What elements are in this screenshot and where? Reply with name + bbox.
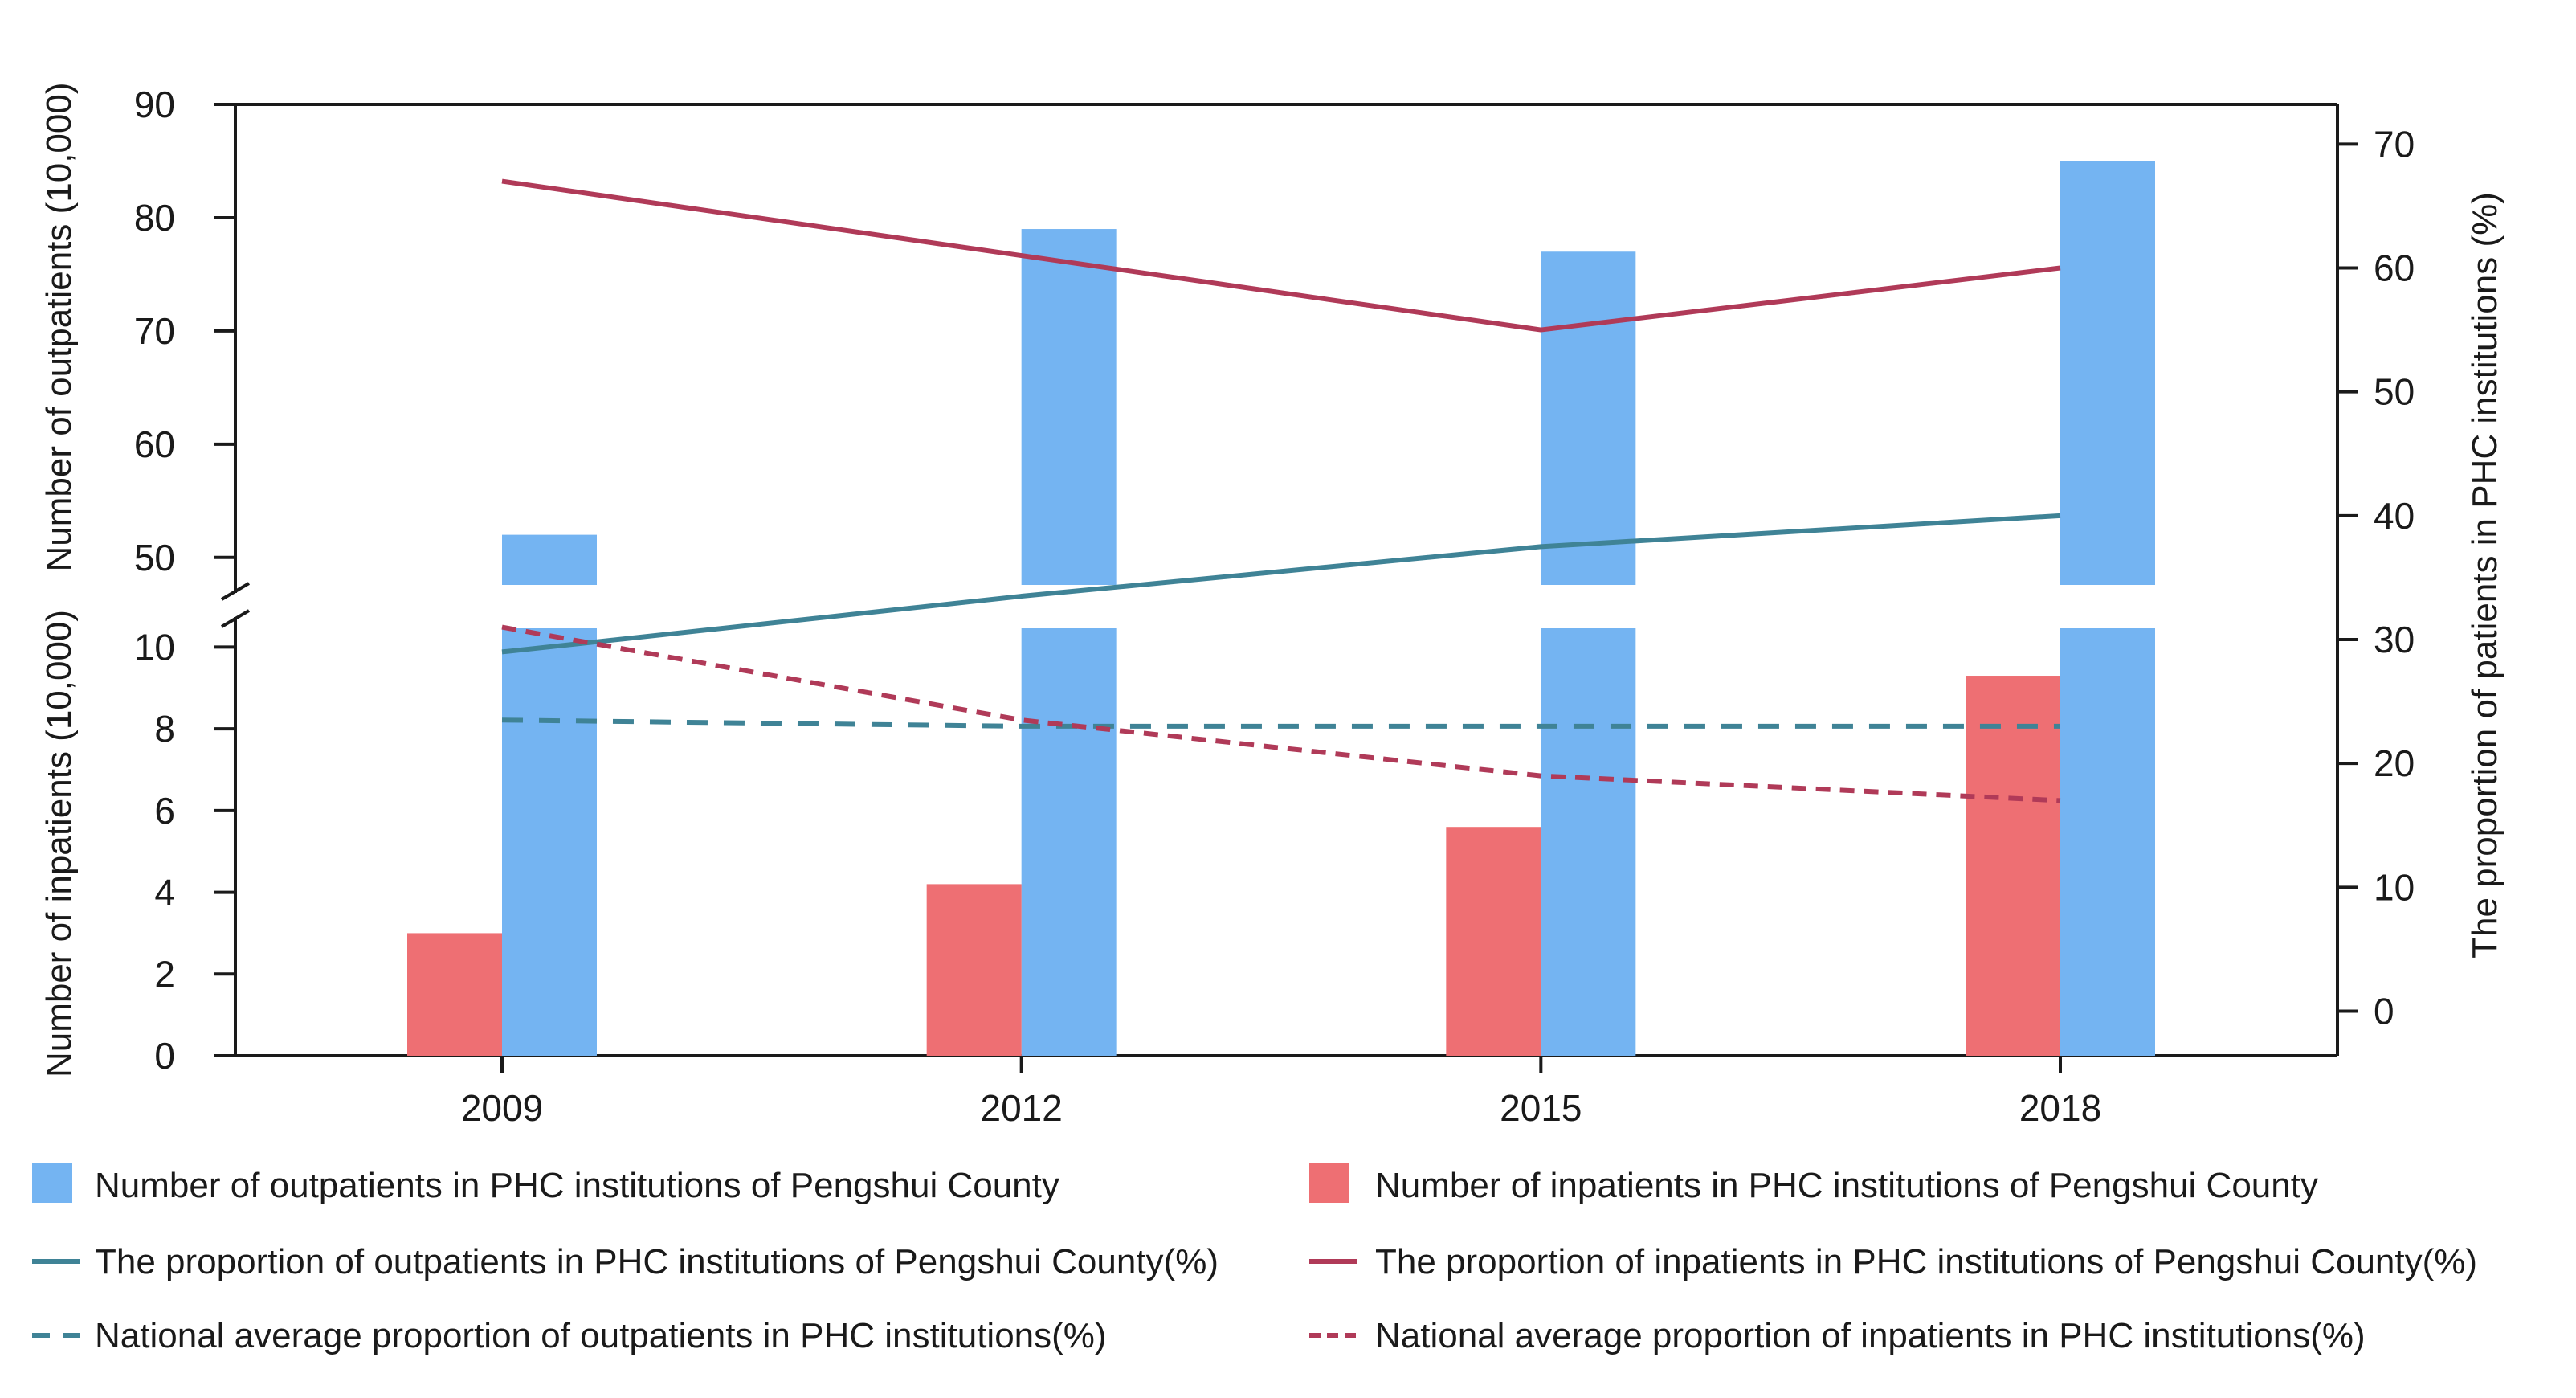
x-tick-label: 2015 [1500,1087,1582,1129]
legend-inpatient-bars-label: Number of inpatients in PHC institutions… [1375,1166,2318,1205]
outpatient-bar-lower-segment [1541,628,1636,1056]
legend: Number of outpatients in PHC institution… [32,1163,2477,1355]
legend-national-inpatient-label: National average proportion of inpatient… [1375,1316,2366,1355]
y-axis-right-title: The proportion of patients in PHC instit… [2465,192,2505,959]
y-axis-left-upper-title: Number of outpatients (10,000) [39,82,79,571]
legend-outpatient-proportion-label: The proportion of outpatients in PHC ins… [95,1242,1219,1282]
y-left-lower-tick-label: 10 [134,626,175,668]
series-line [501,624,2061,803]
line-series [501,178,2061,803]
y-right-tick-label: 40 [2374,495,2415,537]
y-left-lower-tick-label: 8 [154,708,175,750]
y-left-lower-tick-label: 2 [154,953,175,995]
outpatient-bar-lower-segment [502,628,597,1056]
y-right-tick-label: 20 [2374,742,2415,784]
inpatient-bar [407,933,502,1056]
bar-series [407,161,2155,1056]
inpatient-bar [1446,827,1541,1056]
axis-break-mark-lower [220,609,251,628]
outpatient-bar-lower-segment [1021,628,1117,1056]
x-tick-label: 2009 [461,1087,543,1129]
y-right-tick-label: 70 [2374,123,2415,165]
legend-outpatient-bars-swatch [32,1163,72,1203]
outpatient-bar [502,534,597,585]
x-tick-label: 2018 [2019,1087,2101,1129]
y-left-lower-tick-label: 0 [154,1035,175,1077]
y-left-upper-tick-label: 80 [134,197,175,239]
y-right-tick-label: 60 [2374,247,2415,289]
series-line [501,717,2060,729]
inpatient-bar [1966,676,2060,1056]
axis-break-mark-upper [220,582,251,601]
series-line [501,178,2061,333]
y-left-lower-tick-label: 4 [154,872,175,914]
y-left-lower-tick-label: 6 [154,790,175,832]
outpatient-bar [2060,161,2155,585]
y-left-upper-tick-label: 90 [134,84,175,125]
x-tick-label: 2012 [980,1087,1062,1129]
y-left-upper-tick-label: 60 [134,423,175,465]
tick-labels: 50 60 70 80 90 0 2 4 6 8 10 0 10 20 30 40 50 60 70 2009 2012… [134,84,2415,1129]
outpatient-bar-lower-segment [2060,628,2155,1056]
y-axis-left-lower-title: Number of inpatients (10,000) [39,610,79,1077]
y-right-tick-label: 50 [2374,371,2415,413]
legend-national-outpatient-label: National average proportion of outpatien… [95,1316,1107,1355]
series-line [501,513,2061,655]
outpatient-bar [1541,251,1636,585]
y-right-tick-label: 10 [2374,866,2415,908]
y-right-tick-label: 0 [2374,991,2394,1032]
legend-outpatient-bars-label: Number of outpatients in PHC institution… [95,1166,1059,1205]
inpatient-bar [926,884,1022,1056]
outpatient-bar [1021,229,1117,585]
y-left-upper-tick-label: 70 [134,310,175,352]
legend-inpatient-bars-swatch [1309,1163,1349,1203]
y-right-tick-label: 30 [2374,619,2415,660]
y-left-upper-tick-label: 50 [134,537,175,578]
legend-inpatient-proportion-label: The proportion of inpatients in PHC inst… [1375,1242,2477,1282]
